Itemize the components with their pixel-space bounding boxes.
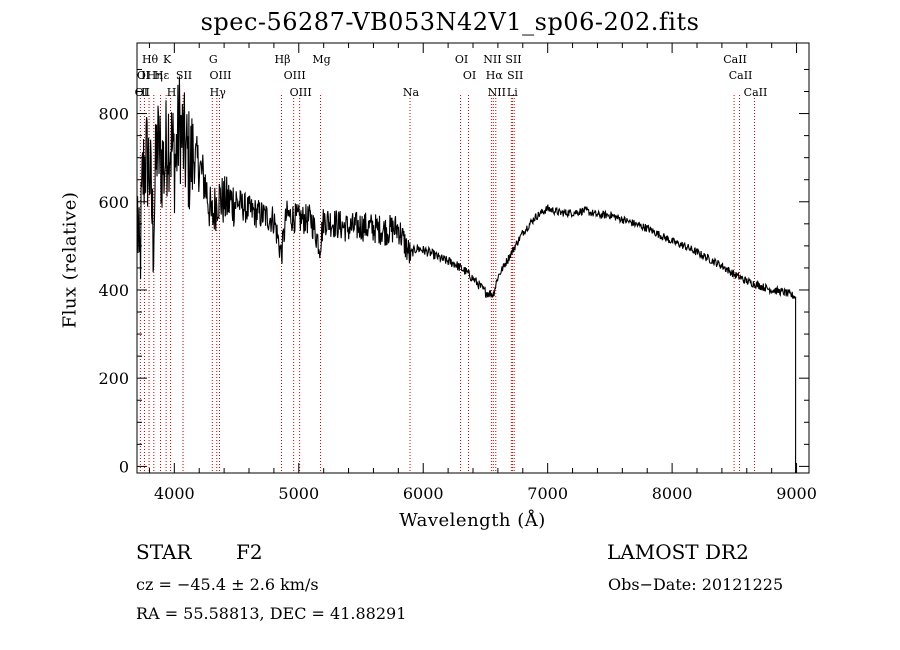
chart-title: spec-56287-VB053N42V1_sp06-202.fits [200, 8, 700, 36]
x-tick-label: 8000 [652, 484, 693, 503]
x-tick-label: 5000 [278, 484, 319, 503]
line-label: OI [135, 86, 148, 99]
x-tick-label: 7000 [527, 484, 568, 503]
redshift-value: cz = −45.4 ± 2.6 km/s [136, 575, 319, 594]
y-tick-label: 600 [98, 193, 129, 212]
line-label: II [141, 69, 150, 82]
object-type: STAR [136, 540, 192, 564]
x-tick-label: 9000 [776, 484, 817, 503]
line-label: K [163, 53, 172, 66]
line-label: CaII [723, 53, 747, 66]
x-tick-label: 4000 [154, 484, 195, 503]
y-tick-label: 0 [119, 457, 129, 476]
line-label: OIII [290, 86, 312, 99]
line-label: NII [488, 86, 506, 99]
line-label: SII [507, 69, 523, 82]
line-label: OI [455, 53, 468, 66]
line-label: Hη [147, 69, 163, 82]
line-markers [139, 95, 755, 473]
x-tick-label: 6000 [403, 484, 444, 503]
line-label: OIII [209, 69, 231, 82]
line-label: NII [483, 53, 501, 66]
spectrum-line [137, 76, 797, 473]
plot-frame [136, 42, 810, 474]
line-label: O [137, 69, 146, 82]
line-label: Li [507, 86, 518, 99]
line-label: CaII [729, 69, 753, 82]
line-label: Hγ [210, 86, 227, 99]
coordinates: RA = 55.58813, DEC = 41.88291 [136, 604, 407, 623]
axis-ticks: 4000 5000 6000 7000 8000 9000 0 200 400 600 800 [98, 43, 817, 503]
line-label: Hβ [275, 53, 291, 66]
line-label: Hθ [142, 53, 159, 66]
x-axis-label: Wavelength (Å) [399, 510, 546, 531]
line-label: OIII [284, 69, 306, 82]
line-label: SII [505, 53, 521, 66]
line-label: Mg [312, 53, 330, 66]
line-label: H [167, 86, 177, 99]
line-label: G [209, 53, 218, 66]
line-label: Na [403, 86, 420, 99]
y-tick-label: 200 [98, 369, 129, 388]
y-tick-label: 800 [98, 105, 129, 124]
obs-date: Obs−Date: 20121225 [608, 575, 784, 594]
y-tick-label: 400 [98, 281, 129, 300]
line-label: Hε [154, 69, 170, 82]
line-label: II [141, 86, 150, 99]
line-label: Hα [486, 69, 504, 82]
spectral-subclass: F2 [236, 540, 263, 564]
line-label: SII [176, 69, 192, 82]
survey-name: LAMOST DR2 [607, 540, 749, 564]
line-label: OI [463, 69, 476, 82]
line-label: CaII [744, 86, 768, 99]
y-axis-label: Flux (relative) [59, 191, 81, 329]
